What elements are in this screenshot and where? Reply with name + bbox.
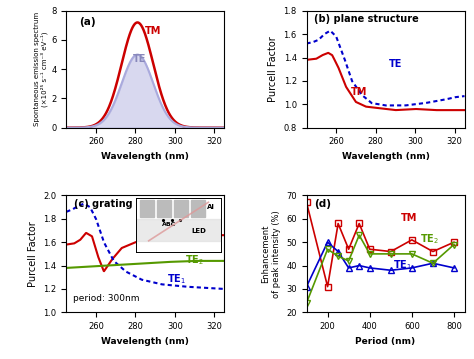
Text: (a): (a) xyxy=(79,17,96,27)
X-axis label: Period (nm): Period (nm) xyxy=(356,337,416,346)
X-axis label: Wavelength (nm): Wavelength (nm) xyxy=(101,337,189,346)
Text: TM: TM xyxy=(136,237,152,247)
Text: TM: TM xyxy=(401,213,418,223)
Text: TE: TE xyxy=(133,54,146,64)
Text: TE$_2$: TE$_2$ xyxy=(420,232,439,246)
Text: TE$_1$: TE$_1$ xyxy=(393,258,412,272)
Text: period: 300nm: period: 300nm xyxy=(73,294,139,303)
Text: TE$_1$: TE$_1$ xyxy=(167,272,186,286)
Y-axis label: Enhancement
of peak intensity (%): Enhancement of peak intensity (%) xyxy=(261,210,281,298)
Text: (b) plane structure: (b) plane structure xyxy=(314,14,419,24)
Y-axis label: Purcell Factor: Purcell Factor xyxy=(28,221,38,287)
Text: TE$_2$: TE$_2$ xyxy=(185,253,204,267)
Text: (c) grating structure: (c) grating structure xyxy=(74,199,187,209)
Text: TM: TM xyxy=(351,87,367,97)
Text: TE: TE xyxy=(389,59,402,69)
Text: TM: TM xyxy=(146,26,162,36)
Text: (d): (d) xyxy=(314,199,331,209)
X-axis label: Wavelength (nm): Wavelength (nm) xyxy=(342,152,429,161)
X-axis label: Wavelength (nm): Wavelength (nm) xyxy=(101,152,189,161)
Y-axis label: Purcell Factor: Purcell Factor xyxy=(268,36,278,102)
Y-axis label: Spontaneous emission spectrum
(×10²⁵ s⁻¹ cm⁻³ eV⁻¹): Spontaneous emission spectrum (×10²⁵ s⁻¹… xyxy=(34,12,48,126)
